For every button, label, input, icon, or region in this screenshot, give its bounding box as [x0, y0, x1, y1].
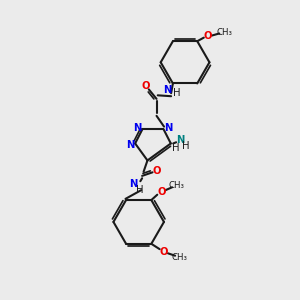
Text: N: N	[163, 85, 172, 95]
Text: CH₃: CH₃	[216, 28, 232, 37]
Text: N: N	[134, 122, 142, 133]
Text: O: O	[160, 247, 168, 256]
Text: CH₃: CH₃	[172, 253, 188, 262]
Text: O: O	[153, 166, 161, 176]
Text: H: H	[173, 88, 180, 98]
Text: N: N	[164, 122, 172, 133]
Text: N: N	[129, 179, 137, 189]
Text: O: O	[157, 187, 166, 197]
Text: O: O	[142, 81, 150, 91]
Text: N: N	[126, 140, 135, 150]
Text: CH₃: CH₃	[169, 181, 184, 190]
Text: N: N	[176, 135, 184, 145]
Text: H: H	[172, 142, 180, 153]
Text: H: H	[182, 141, 189, 151]
Text: H: H	[136, 184, 143, 194]
Text: O: O	[204, 32, 212, 41]
